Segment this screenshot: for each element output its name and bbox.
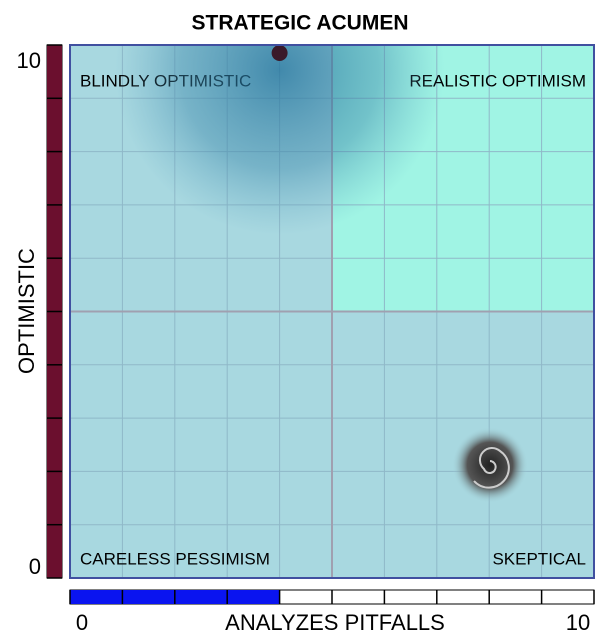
points xyxy=(114,45,445,235)
point-halo xyxy=(114,45,445,235)
x-axis-label: ANALYZES PITFALLS xyxy=(225,610,445,635)
quadrant-label: REALISTIC OPTIMISM xyxy=(409,71,586,90)
y-tick-label: 0 xyxy=(29,554,41,579)
quadrant-label: CARELESS PESSIMISM xyxy=(80,549,270,568)
spiral-arm xyxy=(473,446,510,489)
spiral xyxy=(452,427,528,503)
y-axis-label: OPTIMISTIC xyxy=(14,248,39,374)
quadrant-label: SKEPTICAL xyxy=(492,549,586,568)
chart-title: STRATEGIC ACUMEN xyxy=(192,12,409,35)
y-tick-label: 10 xyxy=(17,48,41,73)
plot-border xyxy=(69,44,595,579)
point xyxy=(271,45,288,61)
x-tick-label: 0 xyxy=(76,610,88,635)
x-tick-label: 10 xyxy=(566,610,590,635)
